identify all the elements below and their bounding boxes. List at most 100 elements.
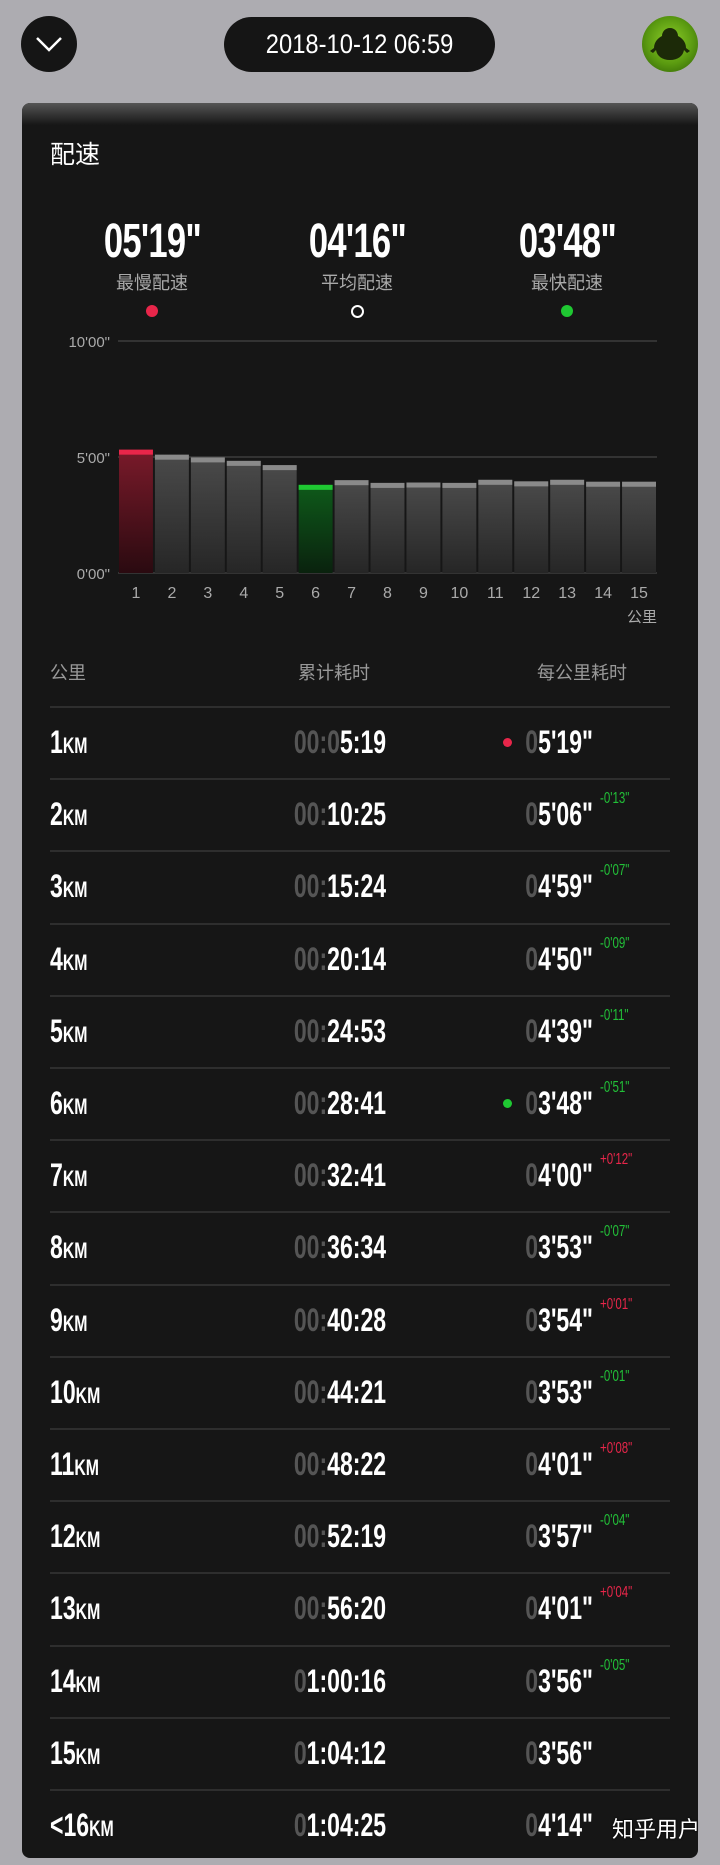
x-tick-label: 4 [239,585,248,602]
km-unit: KM [62,949,88,975]
fastest-marker-icon [503,1099,512,1108]
split-row[interactable]: 12KM 00:52:19 03'57" -0'04" [0,1500,720,1572]
pace-delta: -0'07" [600,862,630,880]
collapse-button[interactable] [21,16,77,72]
bar-cap-2 [154,454,189,460]
km-unit: KM [62,733,88,758]
row-divider [50,706,670,708]
km-label: 13KM [50,1590,120,1627]
km-unit: KM [62,1310,88,1336]
slowest-pace-value: 05'19" [103,215,201,268]
cumulative-time: 00:44:21 [293,1373,386,1410]
row-divider [50,1428,670,1430]
pace-delta: -0'04" [600,1512,630,1530]
avatar[interactable] [642,16,698,72]
split-row[interactable]: 2KM 00:10:25 05'06" -0'13" [0,778,720,850]
pace-delta: +0'01" [600,1295,633,1313]
row-divider [50,850,670,853]
split-row[interactable]: 6KM 00:28:41 03'48" -0'51" [0,1067,720,1139]
x-tick-label: 6 [311,585,320,602]
split-pace: 04'01" [525,1446,593,1482]
bar-2 [154,454,189,573]
km-number: 15 [50,1734,76,1771]
cumulative-time: 00:36:34 [293,1229,386,1266]
split-pace: 03'53" [525,1373,593,1410]
bar-cap-10 [442,482,477,488]
km-label: 1KM [50,724,102,761]
split-pace: 03'56" [525,1662,593,1699]
split-row[interactable]: 13KM 00:56:20 04'01" +0'04" [0,1572,720,1644]
bar-cap-6 [298,484,333,490]
split-row[interactable]: 10KM 00:44:21 03'53" -0'01" [0,1356,720,1428]
split-row[interactable]: 1KM 00:05:19 05'19" [0,706,720,778]
split-pace: 04'14" [525,1807,593,1843]
bar-6 [298,484,333,573]
x-tick-label: 12 [522,585,540,602]
split-pace: 03'53" [525,1229,593,1266]
split-row[interactable]: 14KM 01:00:16 03'56" -0'05" [0,1645,720,1717]
km-number: 4 [50,940,63,977]
date-time-pill[interactable]: 2018-10-12 06:59 [224,17,495,72]
row-divider [50,1139,670,1142]
header-pace: 每公里耗时 [537,663,627,683]
bar-12 [514,481,549,573]
red-dot-icon [146,305,158,317]
row-divider [50,1211,670,1214]
km-label: 15KM [50,1735,120,1772]
km-number: 7 [50,1157,63,1194]
split-pace: 03'56" [525,1734,593,1771]
row-divider [50,1716,670,1719]
km-unit: KM [62,805,88,831]
split-row[interactable]: <16KM 01:04:25 04'14" [0,1789,720,1861]
hollow-dot-icon [350,305,364,318]
bar-9 [406,482,441,573]
split-row[interactable]: 11KM 00:48:22 04'01" +0'08" [0,1428,720,1500]
split-pace: 04'50" [525,940,593,977]
average-pace-stat: 04'16" 平均配速 [247,214,467,318]
bar-15 [622,481,656,573]
split-row[interactable]: 5KM 00:24:53 04'39" -0'11" [0,995,720,1067]
x-tick-label: 9 [419,585,428,602]
x-tick-label: 11 [487,585,504,602]
x-tick-label: 10 [450,585,468,602]
cumulative-time: 00:20:14 [293,940,386,977]
split-row[interactable]: 15KM 01:04:12 03'56" [0,1717,720,1789]
km-label: 6KM [50,1085,102,1122]
bar-cap-13 [550,479,585,485]
km-label: <16KM [50,1807,139,1844]
km-unit: KM [75,1527,101,1553]
km-label: 12KM [50,1518,120,1555]
split-row[interactable]: 7KM 00:32:41 04'00" +0'12" [0,1139,720,1211]
km-unit: KM [74,1455,99,1480]
x-tick-label: 7 [347,585,356,602]
card-title: 配速 [50,141,101,169]
bar-7 [334,480,369,573]
bar-cap-7 [334,480,369,486]
date-time: 2018-10-12 06:59 [265,29,454,59]
cumulative-time: 00:28:41 [293,1085,386,1121]
split-pace: 04'00" [525,1157,593,1194]
row-divider [50,1644,670,1647]
cumulative-time: 00:56:20 [293,1590,386,1627]
km-unit: KM [62,877,88,903]
km-number: 5 [50,1012,63,1049]
row-divider [50,1572,670,1575]
km-number: 10 [50,1373,76,1410]
split-pace: 04'39" [525,1012,593,1049]
split-row[interactable]: 8KM 00:36:34 03'53" -0'07" [0,1211,720,1283]
bar-1 [119,449,153,573]
km-number: 14 [50,1662,76,1699]
km-unit: KM [75,1599,101,1625]
pace-delta: -0'11" [600,1006,629,1024]
bar-13 [550,479,585,573]
split-row[interactable]: 3KM 00:15:24 04'59" -0'07" [0,850,720,922]
cumulative-time: 00:24:53 [293,1012,386,1049]
x-tick-label: 13 [558,585,576,602]
split-row[interactable]: 9KM 00:40:28 03'54" +0'01" [0,1284,720,1356]
average-pace-label: 平均配速 [321,273,393,293]
split-row[interactable]: 4KM 00:20:14 04'50" -0'09" [0,923,720,995]
bar-cap-9 [406,482,441,488]
pace-delta: +0'12" [600,1151,633,1169]
split-pace: 05'19" [525,724,593,760]
